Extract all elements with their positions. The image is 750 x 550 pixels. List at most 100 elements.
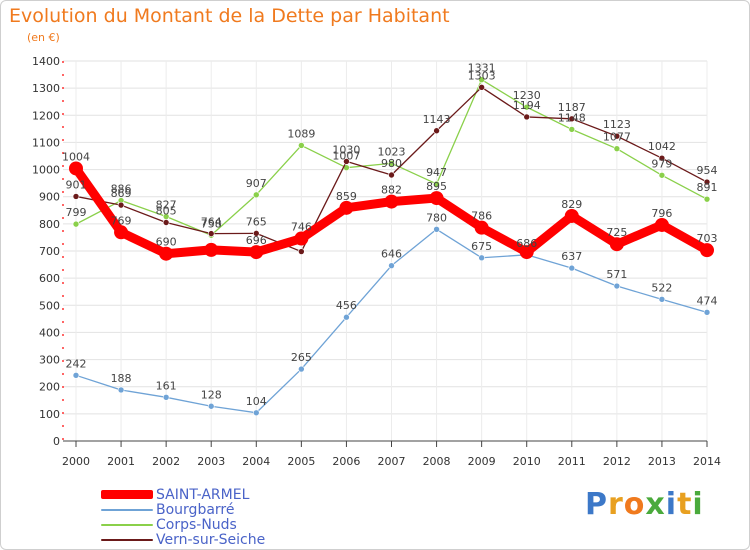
- data-label: 1303: [468, 69, 496, 82]
- data-label: 128: [201, 388, 222, 401]
- data-point: [658, 154, 666, 162]
- y-tick-label: 300: [39, 354, 60, 367]
- data-label: 859: [336, 190, 357, 203]
- x-tick-label: 2004: [242, 455, 270, 468]
- data-label: 1030: [332, 143, 360, 156]
- data-label: 947: [426, 166, 447, 179]
- data-label: 1194: [513, 99, 541, 112]
- data-label: 1004: [62, 150, 90, 163]
- data-point: [523, 103, 531, 111]
- data-label: 869: [111, 187, 132, 200]
- data-label: 980: [381, 157, 402, 170]
- data-point: [72, 193, 80, 200]
- data-point: [298, 142, 305, 149]
- data-point: [433, 127, 440, 135]
- data-point: [384, 194, 399, 209]
- x-tick-label: 2000: [62, 455, 90, 468]
- data-point: [207, 402, 215, 410]
- data-point: [613, 132, 621, 140]
- data-point: [568, 115, 576, 123]
- data-point: [564, 208, 579, 223]
- data-label: 758: [201, 217, 222, 230]
- data-point: [252, 191, 260, 199]
- data-label: 571: [606, 268, 627, 281]
- data-point: [478, 84, 485, 91]
- y-tick-label: 700: [39, 245, 60, 258]
- data-point: [613, 282, 621, 290]
- data-label: 829: [561, 198, 582, 211]
- data-label: 675: [471, 240, 492, 253]
- data-label: 895: [426, 180, 447, 193]
- y-tick-label: 1400: [32, 55, 60, 68]
- data-point: [343, 158, 350, 165]
- data-point: [388, 160, 395, 167]
- data-label: 886: [111, 183, 132, 196]
- data-label: 474: [697, 294, 718, 307]
- data-label: 799: [66, 206, 87, 219]
- data-point: [294, 231, 309, 246]
- legend-label: Corps-Nuds: [156, 516, 237, 533]
- data-point: [117, 386, 125, 394]
- data-label: 637: [561, 250, 582, 263]
- data-label: 1023: [378, 145, 406, 158]
- data-point: [703, 309, 711, 316]
- data-point: [609, 237, 624, 252]
- y-tick-label: 100: [39, 408, 60, 421]
- data-point: [700, 243, 714, 258]
- legend-swatch: [101, 538, 153, 541]
- x-tick-label: 2014: [693, 455, 721, 468]
- legend-label: Vern-sur-Seiche: [156, 531, 266, 548]
- x-tick-label: 2006: [332, 455, 360, 468]
- data-point: [658, 296, 666, 303]
- legend-item: SAINT-ARMEL: [101, 487, 361, 503]
- legend-item: Corps-Nuds: [101, 516, 361, 533]
- data-label: 188: [111, 372, 132, 385]
- x-tick-label: 2003: [197, 455, 225, 468]
- data-label: 1230: [513, 89, 541, 102]
- logo-letter: x: [645, 487, 666, 522]
- y-tick-label: 1100: [32, 136, 60, 149]
- data-label: 882: [381, 184, 402, 197]
- data-point: [204, 242, 219, 257]
- x-tick-label: 2012: [603, 455, 631, 468]
- data-point: [523, 113, 531, 121]
- data-point: [252, 409, 260, 417]
- data-label: 646: [381, 248, 402, 261]
- y-tick-label: 900: [39, 191, 60, 204]
- data-point: [252, 230, 260, 237]
- logo-letter: t: [677, 487, 693, 522]
- data-label: 796: [651, 207, 672, 220]
- legend-swatch: [101, 523, 153, 526]
- legend-swatch: [101, 508, 153, 511]
- chart-title: Evolution du Montant de la Dette par Hab…: [9, 5, 450, 27]
- data-label: 703: [697, 232, 718, 245]
- proxiti-logo: Proxiti: [585, 487, 704, 522]
- data-point: [207, 230, 215, 237]
- data-point: [654, 217, 669, 232]
- logo-letter: P: [585, 487, 608, 522]
- y-tick-label: 1000: [32, 164, 60, 177]
- data-label: 104: [246, 395, 267, 408]
- data-point: [568, 126, 576, 133]
- data-label: 725: [606, 226, 627, 239]
- x-tick-label: 2007: [378, 455, 406, 468]
- data-point: [162, 219, 170, 226]
- data-point: [519, 245, 534, 260]
- data-label: 764: [201, 216, 222, 229]
- data-label: 696: [246, 234, 267, 247]
- logo-letter: i: [665, 487, 678, 522]
- data-label: 1007: [332, 150, 360, 163]
- data-point: [343, 313, 350, 321]
- legend: SAINT-ARMEL Bourgbarré Corps-Nuds Vern-sur-…: [101, 487, 361, 548]
- data-label: 690: [156, 236, 177, 249]
- data-label: 979: [651, 157, 672, 170]
- y-tick-label: 600: [39, 272, 60, 285]
- data-label: 1089: [287, 127, 315, 140]
- data-label: 161: [156, 379, 177, 392]
- x-tick-label: 2009: [468, 455, 496, 468]
- data-point: [703, 195, 711, 203]
- data-point: [249, 245, 264, 260]
- data-label: 1123: [603, 118, 631, 131]
- data-label: 907: [246, 177, 267, 190]
- x-tick-label: 2011: [558, 455, 586, 468]
